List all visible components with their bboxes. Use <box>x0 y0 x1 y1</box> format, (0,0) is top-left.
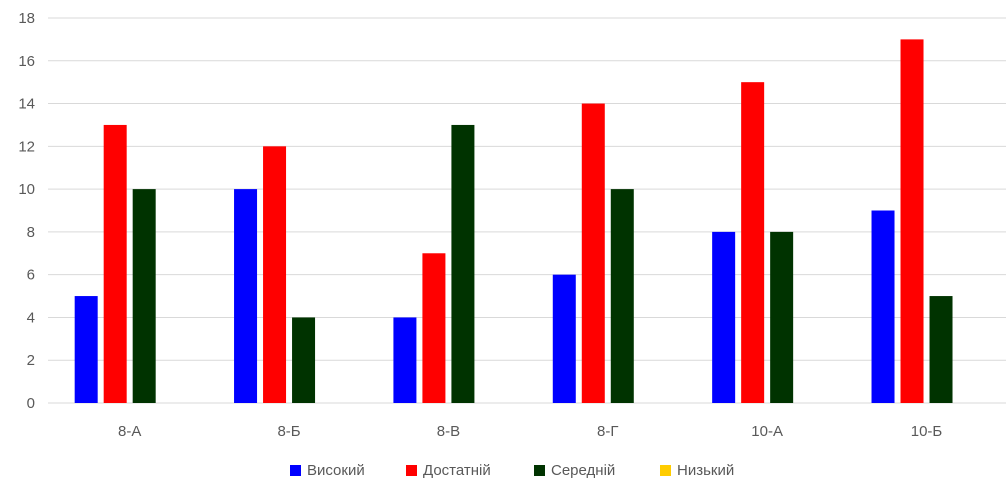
bar <box>552 274 576 403</box>
y-tick-label: 2 <box>27 352 35 369</box>
legend-label: Достатній <box>423 462 491 479</box>
bar <box>712 231 736 403</box>
bar <box>900 39 924 404</box>
y-tick-label: 18 <box>18 10 35 27</box>
x-tick-label: 8-Г <box>597 423 618 440</box>
x-tick-label: 8-В <box>437 423 460 440</box>
bar <box>292 317 316 403</box>
x-tick-label: 10-Б <box>911 423 943 440</box>
y-tick-label: 4 <box>27 309 35 326</box>
bar <box>393 317 417 403</box>
bar <box>770 231 794 403</box>
legend-label: Низький <box>677 462 734 479</box>
legend-item: Достатній <box>406 462 491 479</box>
legend: Високий Достатній Середній Низький <box>290 462 734 479</box>
legend-swatch <box>290 465 301 476</box>
legend-item: Високий <box>290 462 365 479</box>
bar <box>74 296 98 403</box>
legend-item: Низький <box>660 462 734 479</box>
bar <box>610 189 634 403</box>
x-tick-label: 10-А <box>751 423 783 440</box>
bar <box>871 210 895 403</box>
y-tick-label: 0 <box>27 395 35 412</box>
y-tick-label: 8 <box>27 224 35 241</box>
x-tick-label: 8-Б <box>277 423 300 440</box>
bars <box>74 39 953 404</box>
y-tick-label: 6 <box>27 267 35 284</box>
y-tick-label: 10 <box>18 181 35 198</box>
bar <box>581 103 605 404</box>
bar <box>929 296 953 403</box>
y-tick-label: 16 <box>18 53 35 70</box>
bar <box>741 82 765 404</box>
legend-swatch <box>406 465 417 476</box>
legend-swatch <box>660 465 671 476</box>
bar <box>234 189 258 403</box>
gridlines <box>48 17 1006 404</box>
axes: 0 2 4 6 8 10 12 14 16 18 8-А 8-Б 8-В 8-Г 10-А 10-Б <box>18 10 942 440</box>
y-tick-label: 12 <box>18 138 35 155</box>
y-tick-label: 14 <box>18 96 35 113</box>
legend-item: Середній <box>534 462 615 479</box>
legend-swatch <box>534 465 545 476</box>
legend-label: Середній <box>551 462 615 479</box>
bar <box>263 146 287 404</box>
bar <box>422 253 446 403</box>
bar <box>103 124 127 403</box>
bar <box>132 189 156 403</box>
x-tick-label: 8-А <box>118 423 141 440</box>
legend-label: Високий <box>307 462 365 479</box>
bar <box>451 124 475 403</box>
